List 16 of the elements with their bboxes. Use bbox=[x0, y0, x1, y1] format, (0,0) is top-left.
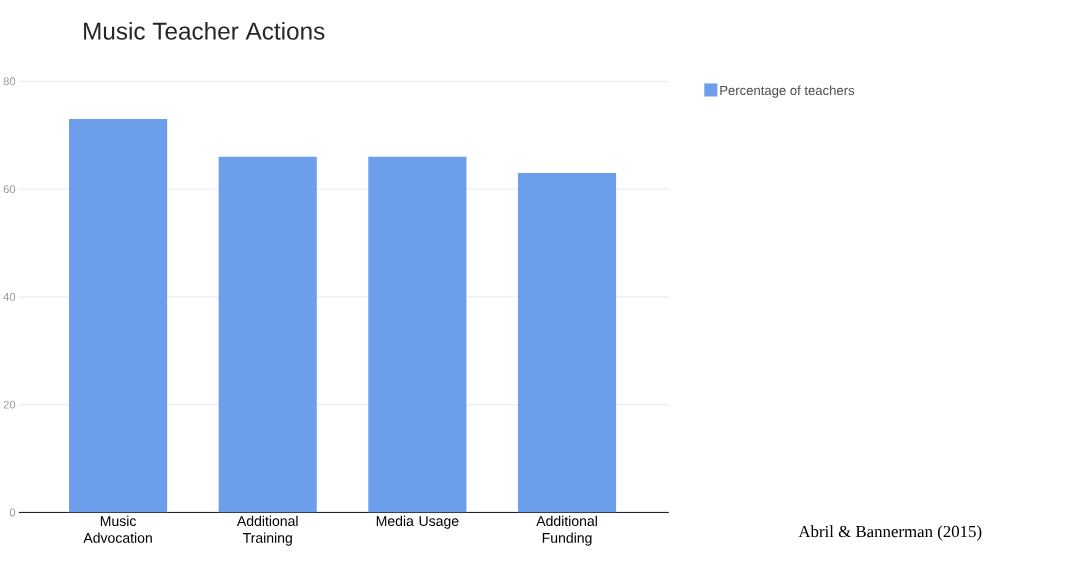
bar bbox=[517, 172, 617, 513]
bar bbox=[68, 118, 168, 513]
y-tick-label: 80 bbox=[3, 77, 16, 86]
x-tick-label: Additional Funding bbox=[536, 515, 597, 546]
x-tick-label: Music Advocation bbox=[83, 515, 152, 543]
chart-title: Music Teacher Actions bbox=[84, 21, 325, 40]
text: Abril & Bannerman (2015) bbox=[798, 525, 982, 541]
x-tick-label: Additional Training bbox=[236, 515, 298, 546]
y-tick-label: 20 bbox=[3, 400, 16, 409]
y-tick-label: 60 bbox=[3, 184, 16, 193]
legend-label: Percentage of teachers bbox=[720, 85, 855, 98]
x-tick-label: Media Usage bbox=[376, 515, 459, 529]
bar bbox=[218, 156, 317, 513]
bar bbox=[368, 156, 467, 513]
y-tick-label: 0 bbox=[9, 508, 16, 517]
y-tick-label: 40 bbox=[3, 292, 16, 301]
